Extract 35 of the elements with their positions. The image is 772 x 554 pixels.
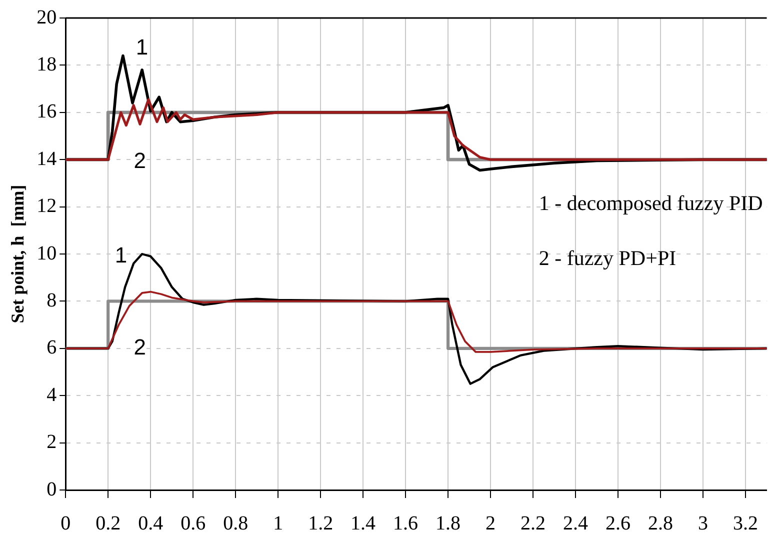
y-tick-label: 8	[46, 289, 57, 312]
x-tick-label: 1.6	[393, 512, 418, 534]
y-tick-label: 2	[46, 431, 57, 454]
x-tick-label: 0.4	[138, 512, 164, 534]
annotation: 2	[134, 334, 146, 360]
x-tick-label: 0	[60, 512, 71, 534]
y-tick-label: 6	[46, 336, 57, 359]
x-tick-label: 0.2	[96, 512, 121, 534]
x-tick-label: 2.4	[563, 512, 588, 534]
x-tick-label: 2	[486, 512, 496, 534]
annotation: 1	[136, 34, 148, 60]
x-tick-label: 1.4	[350, 512, 376, 534]
y-tick-label: 10	[36, 242, 57, 264]
annotation: 2 - fuzzy PD+PI	[538, 246, 676, 270]
y-tick-label: 12	[36, 195, 57, 218]
y-tick-label: 16	[36, 100, 57, 123]
x-tick-label: 0.8	[223, 512, 248, 534]
y-tick-label: 18	[36, 53, 57, 76]
annotation: 2	[134, 148, 146, 174]
y-tick-label: 20	[36, 6, 57, 28]
x-tick-label: 3.2	[733, 512, 758, 534]
annotation: 1	[114, 242, 128, 268]
y-tick-label: 0	[46, 478, 57, 500]
x-tick-label: 0.6	[180, 512, 206, 534]
x-tick-label: 2.8	[648, 512, 674, 534]
y-tick-label: 14	[36, 148, 57, 170]
x-tick-label: 1.2	[308, 512, 334, 534]
x-tick-label: 1	[273, 512, 284, 534]
y-axis-title: Set point, h [mm]	[7, 184, 28, 324]
y-tick-label: 4	[46, 384, 57, 406]
x-tick-label: 2.2	[520, 512, 546, 534]
x-tick-label: 3	[698, 512, 708, 534]
x-tick-label: 2.6	[606, 512, 631, 534]
annotation: 1 - decomposed fuzzy PID	[538, 190, 763, 215]
x-tick-label: 1.8	[436, 512, 461, 534]
